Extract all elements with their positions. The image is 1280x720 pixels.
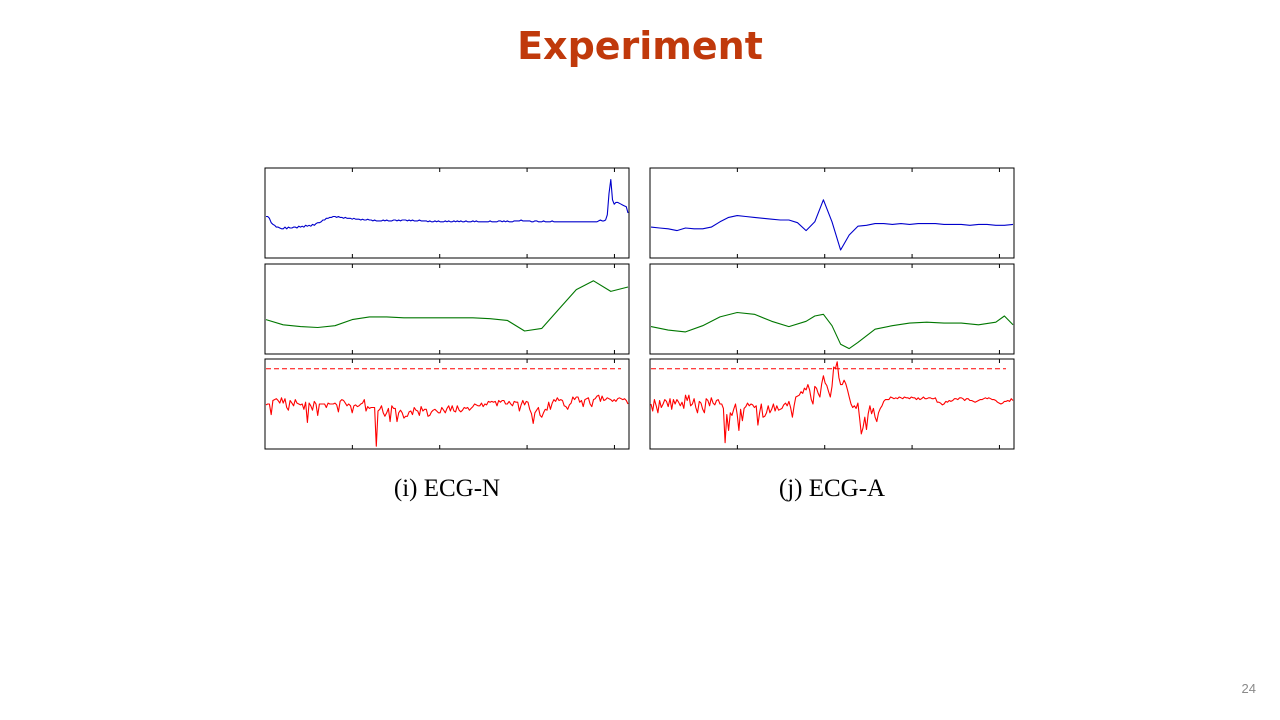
chart-0-panel-0-series-line	[266, 179, 629, 230]
chart-0-panel-1-frame	[264, 263, 630, 355]
page-number: 24	[1241, 681, 1256, 696]
chart-1-caption: (j) ECG-A	[779, 475, 885, 502]
chart-1-panel-2-series-line	[650, 361, 1014, 444]
chart-0-caption: (i) ECG-N	[394, 475, 500, 502]
chart-0-panel-0-frame	[264, 167, 630, 259]
chart-1-panel-1-series-line	[650, 311, 1014, 350]
chart-1-panel-0-series-line	[650, 199, 1014, 251]
slide-title: Experiment	[517, 24, 763, 68]
chart-0-panel-1-series-line	[265, 280, 629, 332]
chart-1-panel-0-frame	[649, 167, 1015, 259]
chart-0-panel-2-frame	[264, 358, 630, 450]
chart-0-panel-2-series-line	[265, 394, 629, 447]
chart-1-panel-1-frame	[649, 263, 1015, 355]
chart-1-panel-2-frame	[649, 358, 1015, 450]
